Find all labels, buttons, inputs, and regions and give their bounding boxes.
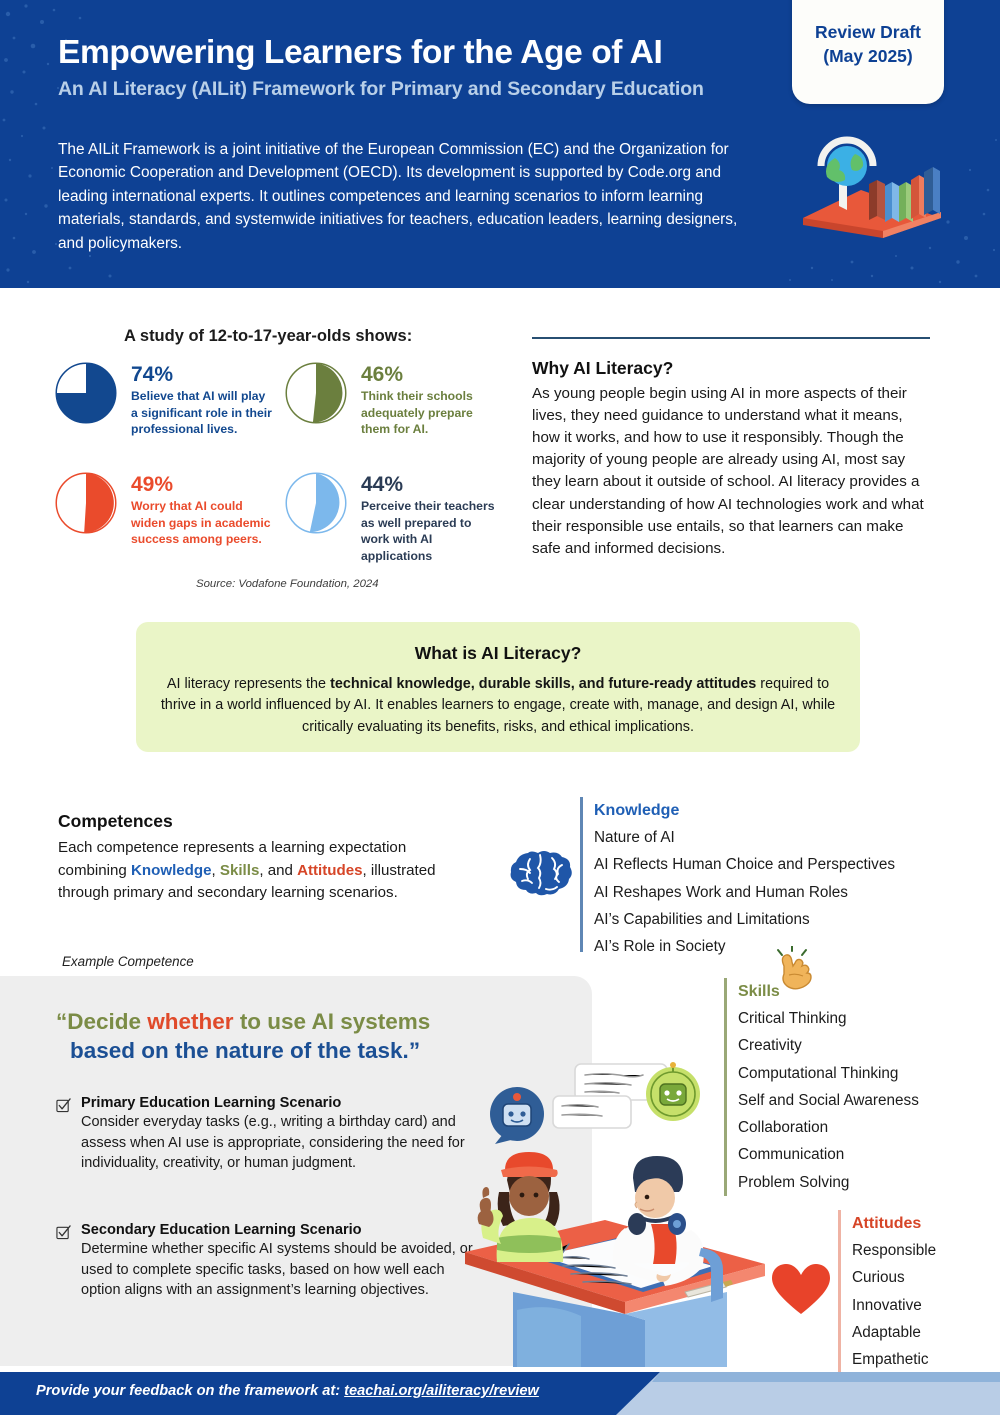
stat-description: Worry that AI could widen gaps in academ…	[131, 499, 271, 547]
quote-blue: based on the nature of the task.	[70, 1037, 409, 1063]
page-subtitle: An AI Literacy (AILit) Framework for Pri…	[58, 78, 704, 100]
knowledge-item: AI’s Capabilities and Limitations	[594, 910, 810, 928]
footer-link[interactable]: teachai.org/ailiteracy/review	[344, 1383, 539, 1399]
competences-body: Each competence represents a learning ex…	[58, 837, 478, 905]
primary-scenario-body: Consider everyday tasks (e.g., writing a…	[81, 1114, 465, 1172]
stat-percent: 44%	[361, 473, 404, 496]
comp-text-post: , illustrated through primary and second…	[58, 861, 436, 902]
stat-item: 46% Think their schools adequately prepa…	[285, 362, 495, 438]
what-is-ai-literacy-heading: What is AI Literacy?	[414, 643, 582, 663]
stat-description: Perceive their teachers as well prepared…	[361, 499, 495, 563]
skills-item: Self and Social Awareness	[738, 1091, 919, 1109]
quote-red: whether	[147, 1009, 234, 1034]
footer-feedback-text: Provide your feedback on the framework a…	[36, 1383, 539, 1399]
pie-chart-44	[285, 472, 347, 534]
brain-icon	[510, 851, 572, 896]
knowledge-item: AI Reshapes Work and Human Roles	[594, 883, 848, 901]
skills-item: Creativity	[738, 1037, 802, 1055]
heart-icon	[772, 1264, 830, 1314]
secondary-scenario: Secondary Education Learning Scenario De…	[56, 1222, 476, 1301]
quote-open: “	[56, 1009, 68, 1034]
comp-text-mid1: ,	[211, 861, 220, 879]
quote-green-2: to use AI systems	[233, 1009, 431, 1034]
stat-item: 49% Worry that AI could widen gaps in ac…	[55, 472, 275, 548]
attitudes-item: Curious	[852, 1269, 905, 1287]
primary-scenario: Primary Education Learning Scenario Cons…	[56, 1095, 476, 1174]
divider-rule	[532, 337, 930, 339]
pie-chart-74	[55, 362, 117, 424]
knowledge-heading: Knowledge	[594, 802, 680, 819]
stat-description: Think their schools adequately prepare t…	[361, 389, 473, 437]
example-competence-label: Example Competence	[62, 954, 194, 969]
pointing-hand-icon	[777, 946, 812, 990]
whatis-text-bold: technical knowledge, durable skills, and…	[330, 676, 757, 692]
header-banner: Review Draft (May 2025) Empowering Learn…	[0, 0, 1000, 288]
attitudes-item: Innovative	[852, 1296, 922, 1314]
whatis-text-2: required to thrive in a world influenced…	[160, 676, 836, 735]
why-ai-literacy-body: As young people begin using AI in more a…	[532, 385, 924, 557]
example-competence-panel	[0, 976, 592, 1366]
globe-books-icon	[803, 136, 941, 238]
stat-item: 44% Perceive their teachers as well prep…	[285, 472, 500, 564]
comp-word-knowledge: Knowledge	[131, 861, 212, 879]
skills-item: Computational Thinking	[738, 1064, 899, 1082]
stats-heading: A study of 12-to-17-year-olds shows:	[124, 327, 413, 345]
footer-label: Provide your feedback on the framework a…	[36, 1383, 345, 1399]
stats-source: Source: Vodafone Foundation, 2024	[196, 578, 379, 590]
attitudes-item: Adaptable	[852, 1323, 921, 1341]
knowledge-column: Knowledge Nature of AI AI Reflects Human…	[580, 797, 895, 955]
students-at-desk-with-ai-chatbots-illustration	[465, 1062, 765, 1367]
skills-accent-bar	[724, 978, 727, 1196]
skills-item: Critical Thinking	[738, 1010, 847, 1028]
skills-item: Problem Solving	[738, 1173, 850, 1191]
knowledge-item: Nature of AI	[594, 829, 675, 847]
stat-item: 74% Believe that AI will play a signific…	[55, 362, 275, 438]
skills-heading: Skills	[738, 983, 780, 1000]
comp-word-skills: Skills	[219, 861, 260, 879]
primary-scenario-title: Primary Education Learning Scenario	[81, 1095, 342, 1111]
quote-close: ”	[408, 1037, 421, 1063]
pie-chart-46	[285, 362, 347, 424]
pie-chart-49	[55, 472, 117, 534]
stat-description: Believe that AI will play a significant …	[131, 389, 272, 437]
secondary-scenario-title: Secondary Education Learning Scenario	[81, 1222, 362, 1238]
review-draft-badge: Review Draft (May 2025)	[792, 0, 944, 104]
skills-item: Communication	[738, 1146, 845, 1164]
knowledge-accent-bar	[580, 797, 583, 952]
knowledge-item: AI Reflects Human Choice and Perspective…	[594, 856, 895, 874]
comp-word-attitudes: Attitudes	[297, 861, 363, 879]
secondary-scenario-body: Determine whether specific AI systems sh…	[81, 1241, 473, 1299]
comp-text-mid2: , and	[259, 861, 298, 879]
competences-heading: Competences	[58, 811, 173, 831]
comp-text-pre: Each competence represents a learning ex…	[58, 839, 407, 879]
checkbox-checked-icon	[56, 1098, 71, 1113]
stat-percent: 46%	[361, 363, 404, 386]
what-is-ai-literacy-body: AI literacy represents the technical kno…	[158, 674, 838, 738]
skills-item: Collaboration	[738, 1119, 829, 1137]
attitudes-column: Attitudes Responsible Curious Innovative…	[838, 1210, 936, 1388]
attitudes-heading: Attitudes	[852, 1215, 922, 1232]
footer-banner	[0, 1372, 1000, 1415]
quote-green-1: Decide	[67, 1009, 148, 1034]
header-description: The AILit Framework is a joint initiativ…	[58, 141, 738, 252]
page-title: Empowering Learners for the Age of AI	[58, 34, 663, 71]
attitudes-item: Responsible	[852, 1242, 937, 1260]
stat-percent: 49%	[131, 473, 174, 496]
stat-percent: 74%	[131, 363, 174, 386]
whatis-text-1: AI literacy represents the	[166, 676, 331, 692]
badge-line-1: Review Draft	[814, 22, 921, 43]
example-competence-quote: “Decide whether to use AI systems based o…	[56, 1008, 496, 1066]
checkbox-checked-icon	[56, 1225, 71, 1240]
badge-line-2: (May 2025)	[823, 46, 913, 66]
skills-column: Skills Critical Thinking Creativity Comp…	[724, 978, 919, 1196]
why-ai-literacy-heading: Why AI Literacy?	[532, 358, 674, 378]
knowledge-item: AI’s Role in Society	[594, 938, 726, 956]
attitudes-accent-bar	[838, 1210, 841, 1388]
what-is-ai-literacy-box: What is AI Literacy? AI literacy represe…	[136, 622, 860, 752]
attitudes-item: Empathetic	[852, 1351, 929, 1369]
